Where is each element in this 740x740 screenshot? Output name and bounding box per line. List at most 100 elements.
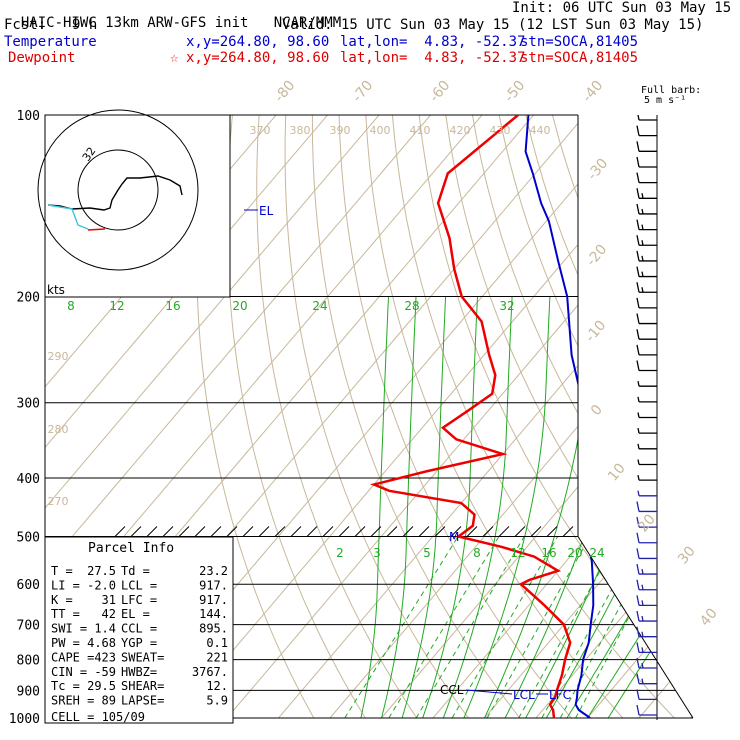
hatch-mark	[290, 526, 302, 537]
wind-barb-flag	[636, 172, 640, 183]
wind-barb-half	[637, 490, 640, 496]
fcst-value: 9 h	[72, 17, 98, 33]
wind-barb-flag	[636, 219, 640, 230]
hatch-mark	[370, 526, 382, 537]
theta-e-tick-label: 28	[404, 299, 419, 313]
wind-barb-half	[641, 240, 644, 246]
dry-adiabat-line	[552, 115, 693, 718]
hatch-mark	[546, 526, 558, 537]
moist-adiabat-line	[587, 296, 693, 718]
wind-barb-flag	[636, 250, 640, 262]
theta-e-tick-label: 12	[109, 299, 124, 313]
wind-barb-half	[637, 114, 640, 121]
hatch-mark	[178, 526, 190, 537]
mixing-ratio-line	[486, 536, 591, 718]
init-time: Init: 06 UTC Sun 03 May 15	[512, 0, 732, 16]
wind-barb-flag	[636, 203, 640, 215]
parcel-row-label: CIN =	[51, 665, 87, 679]
parcel-row-label: CAPE =	[51, 650, 94, 664]
wind-barb-half	[641, 255, 644, 262]
wind-barb-flag	[636, 156, 640, 168]
hodograph-trace	[47, 175, 183, 211]
dry-adiabat-line	[713, 115, 740, 718]
parcel-row-value: 917.	[199, 593, 228, 607]
wind-barb-half	[641, 600, 644, 606]
isotherm-tick-label: -50	[501, 78, 528, 106]
isotherm-line	[690, 115, 693, 718]
wind-barb-flag	[636, 266, 640, 277]
isotherm-line	[45, 115, 328, 718]
wind-barb-half	[641, 568, 644, 575]
pressure-tick-label: 400	[17, 472, 40, 487]
barb-key-line1: Full barb:	[641, 85, 702, 96]
moist-adiabat-line	[422, 296, 478, 718]
hatch-mark	[418, 526, 430, 537]
temperature-xy: x,y=264.80, 98.60	[186, 34, 330, 50]
valid-time: Valid: 15 UTC Sun 03 May 15 (12 LST Sun …	[282, 17, 704, 33]
dewpoint-series-line	[370, 115, 572, 718]
hodograph-units: kts	[47, 283, 65, 297]
wind-barb-half	[637, 412, 640, 418]
wind-barb-flag	[636, 689, 640, 700]
theta-tick-label: 380	[290, 124, 311, 137]
parcel-row-value: 144.	[199, 607, 228, 621]
hatch-mark	[338, 526, 350, 537]
parcel-row-label: HWBZ=	[121, 665, 157, 679]
wind-barb-flag	[636, 704, 640, 716]
hatch-mark	[194, 526, 206, 537]
mixing-ratio-tick-label: 8	[473, 546, 481, 560]
wind-barb-flag	[636, 548, 640, 559]
theta-tick-label: 410	[410, 124, 431, 137]
temperature-legend-label: Temperature	[4, 34, 97, 50]
parcel-row-label: LCL =	[121, 578, 157, 592]
wind-barb-half	[637, 428, 640, 434]
pressure-tick-label: 500	[17, 530, 40, 545]
isotherm-line	[226, 115, 693, 718]
pressure-tick-label: 600	[17, 578, 40, 593]
isotherm-tick-label: -10	[582, 318, 609, 346]
hatch-mark	[498, 526, 510, 537]
isotherm-tick-label: 10	[605, 460, 629, 484]
isotherm-tick-label: -30	[584, 156, 611, 184]
dry-adiabat-line	[605, 115, 693, 718]
parcel-row-label: PW =	[51, 636, 80, 650]
wind-barb-flag	[636, 360, 640, 371]
parcel-row-value: 423	[94, 650, 116, 664]
pressure-tick-label: 700	[17, 619, 40, 634]
hodograph-box	[44, 114, 231, 298]
wind-barb-flag	[636, 125, 640, 136]
mixing-ratio-tick-label: 3	[373, 546, 381, 560]
parcel-row-value: 917.	[199, 578, 228, 592]
theta-tick-label: 280	[48, 423, 69, 436]
isotherm-tick-label: 30	[675, 543, 699, 567]
theta-e-tick-label: 20	[232, 299, 247, 313]
wind-barb-flag	[636, 297, 640, 309]
parcel-row-value: 23.2	[199, 564, 228, 578]
hatch-mark	[274, 526, 286, 537]
theta-tick-label: 270	[48, 495, 69, 508]
wind-barb-half	[641, 208, 644, 215]
wind-barb-half	[641, 678, 644, 684]
temperature-stn: stn=SOCA,81405	[520, 34, 639, 50]
theta-tick-label: 420	[450, 124, 471, 137]
theta-tick-label: 400	[370, 124, 391, 137]
model-title: HAIC-HIWC 13km ARW-GFS init	[20, 15, 249, 31]
dewpoint-legend-label: Dewpoint	[8, 50, 76, 66]
hatch-mark	[146, 526, 158, 537]
hatch-mark	[530, 526, 542, 537]
dewpoint-stn: stn=SOCA,81405	[520, 50, 639, 66]
isotherm-tick-label: 40	[697, 605, 721, 629]
m-label: M	[449, 530, 459, 544]
isotherm-tick-label: -70	[349, 78, 376, 106]
wind-barb-half	[641, 662, 644, 669]
wind-barb-half	[641, 584, 644, 590]
wind-barb-flag	[636, 313, 640, 324]
barb-key-line2: 5 m s⁻¹	[644, 95, 687, 106]
hatch-mark	[226, 526, 238, 537]
moist-adiabat-line	[401, 296, 447, 718]
org-label: NCAR/MMM	[273, 15, 342, 31]
parcel-row-value: 29.5	[87, 679, 116, 693]
wind-barb-half	[641, 271, 644, 277]
wind-barb-flag	[636, 141, 640, 152]
wind-barb-half	[641, 224, 644, 230]
